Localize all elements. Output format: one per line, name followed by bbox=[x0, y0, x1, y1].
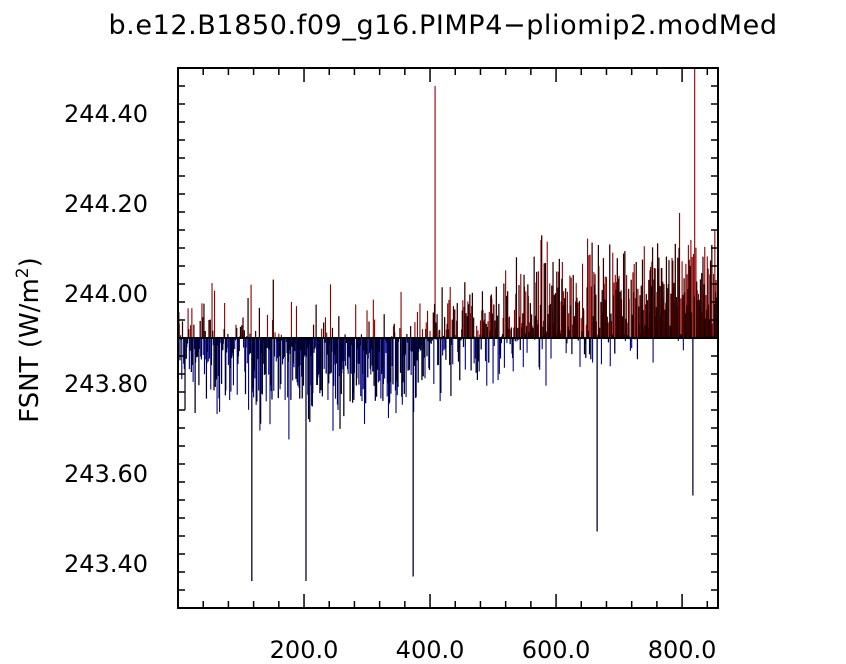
plot-frame bbox=[177, 67, 719, 609]
y-tick-label: 243.40 bbox=[64, 550, 148, 578]
y-axis-label: FSNT (W/m2) bbox=[13, 257, 45, 423]
x-tick-label: 800.0 bbox=[648, 636, 717, 664]
x-tick-label: 400.0 bbox=[396, 636, 465, 664]
y-tick-label: 244.00 bbox=[64, 280, 148, 308]
y-tick-label: 243.60 bbox=[64, 460, 148, 488]
y-tick-label: 244.40 bbox=[64, 100, 148, 128]
y-tick-label: 244.20 bbox=[64, 190, 148, 218]
x-tick-label: 200.0 bbox=[270, 636, 339, 664]
x-tick-label: 600.0 bbox=[522, 636, 591, 664]
chart-title: b.e12.B1850.f09_g16.PIMP4−pliomip2.modMe… bbox=[108, 10, 777, 41]
y-tick-label: 243.80 bbox=[64, 370, 148, 398]
bar-series bbox=[178, 68, 719, 581]
